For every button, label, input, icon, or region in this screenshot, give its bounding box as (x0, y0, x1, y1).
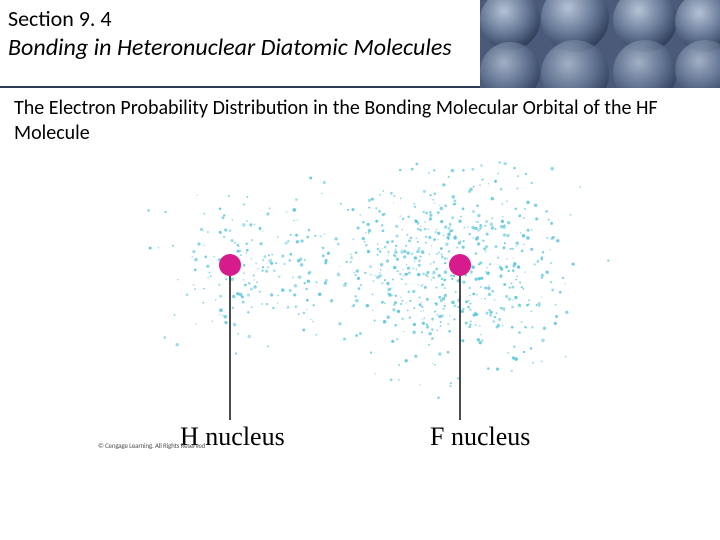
nucleus-label-f: F nucleus (430, 422, 530, 452)
figure-electron-distribution: H nucleus F nucleus © Cengage Learning. … (90, 160, 630, 480)
page-subtitle: The Electron Probability Distribution in… (0, 88, 720, 146)
section-number: Section 9. 4 (8, 6, 470, 32)
section-title: Bonding in Heteronuclear Diatomic Molecu… (8, 34, 470, 63)
figure-svg (90, 160, 630, 480)
copyright-text: © Cengage Learning. All Rights Reserved (98, 441, 205, 450)
header-bar: Section 9. 4 Bonding in Heteronuclear Di… (0, 0, 720, 88)
header-decoration (480, 0, 720, 88)
header-text-area: Section 9. 4 Bonding in Heteronuclear Di… (0, 0, 480, 88)
